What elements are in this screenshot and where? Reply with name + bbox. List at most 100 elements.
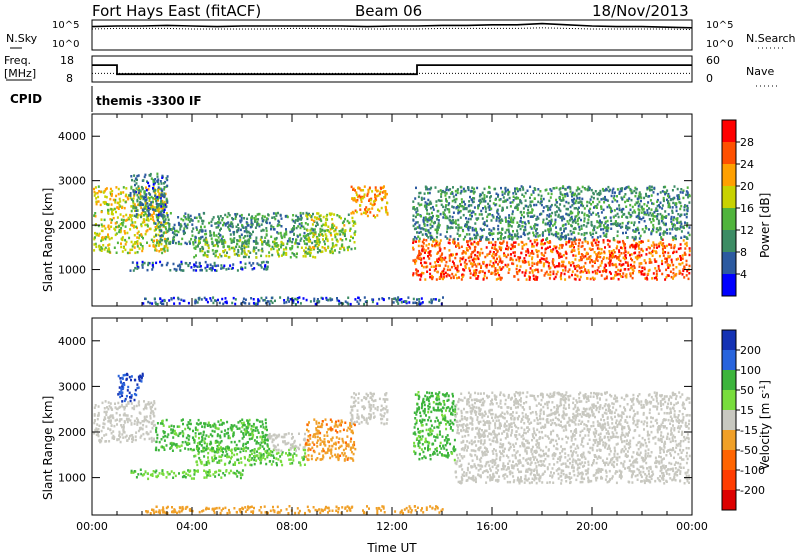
- echo-cell: [460, 189, 463, 193]
- echo-cell: [124, 200, 127, 204]
- echo-cell: [150, 409, 153, 413]
- echo-cell: [135, 206, 138, 209]
- echo-cell: [688, 201, 691, 204]
- echo-cell: [452, 195, 455, 198]
- echo-cell: [465, 206, 468, 210]
- echo-cell: [527, 251, 530, 254]
- echo-cell: [419, 191, 422, 195]
- echo-cell: [132, 436, 134, 439]
- echo-cell: [664, 210, 667, 213]
- echo-cell: [517, 278, 520, 281]
- echo-cell: [485, 266, 488, 269]
- echo-cell: [373, 202, 376, 206]
- echo-cell: [661, 272, 664, 276]
- echo-cell: [505, 255, 508, 259]
- echo-cell: [532, 231, 535, 234]
- echo-cell: [211, 267, 214, 270]
- echo-cell: [568, 245, 571, 248]
- echo-cell: [676, 197, 679, 201]
- echo-cell: [133, 422, 136, 426]
- echo-cell: [515, 267, 518, 271]
- echo-cell: [591, 248, 594, 251]
- echo-cell: [640, 205, 643, 208]
- echo-cell: [560, 255, 563, 258]
- echo-cell: [524, 199, 527, 202]
- echo-cell: [593, 260, 596, 263]
- echo-cell: [219, 233, 221, 237]
- echo-cell: [476, 277, 479, 280]
- echo-cell: [371, 300, 374, 304]
- echo-cell: [166, 175, 169, 178]
- echo-cell: [596, 247, 599, 250]
- echo-cell: [679, 243, 682, 246]
- echo-cell: [424, 205, 427, 208]
- echo-cell: [459, 263, 462, 266]
- echo-cell: [94, 236, 96, 239]
- echo-cell: [489, 213, 491, 216]
- echo-cell: [534, 223, 537, 226]
- echo-cell: [652, 241, 655, 244]
- echo-cell: [339, 237, 342, 241]
- echo-cell: [150, 421, 153, 424]
- echo-cell: [602, 197, 605, 200]
- echo-cell: [105, 187, 108, 190]
- echo-cell: [177, 230, 180, 234]
- echo-cell: [530, 252, 533, 255]
- echo-cell: [376, 302, 379, 305]
- echo-cell: [100, 210, 103, 214]
- echo-cell: [167, 237, 169, 241]
- echo-cell: [311, 223, 314, 226]
- echo-cell: [260, 261, 263, 264]
- echo-cell: [161, 176, 164, 179]
- echo-cell: [454, 189, 457, 193]
- echo-cell: [305, 214, 308, 217]
- echo-cell: [103, 202, 106, 205]
- echo-cell: [107, 209, 110, 212]
- echo-cell: [158, 192, 161, 195]
- echo-cell: [492, 215, 495, 218]
- echo-cell: [501, 209, 504, 212]
- echo-cell: [484, 223, 486, 227]
- echo-cell: [365, 212, 367, 215]
- echo-cell: [502, 237, 505, 240]
- echo-cell: [603, 256, 605, 259]
- echo-cell: [324, 249, 327, 252]
- echo-cell: [180, 217, 183, 221]
- echo-cell: [236, 212, 239, 216]
- echo-cell: [247, 230, 250, 234]
- echo-cell: [221, 242, 224, 245]
- echo-cell: [379, 186, 382, 190]
- echo-cell: [549, 229, 552, 232]
- echo-cell: [141, 263, 144, 266]
- echo-cell: [252, 250, 255, 253]
- echo-cell: [213, 234, 216, 237]
- echo-cell: [250, 233, 253, 236]
- echo-cell: [638, 251, 641, 254]
- echo-cell: [433, 220, 436, 224]
- echo-cell: [459, 209, 462, 213]
- echo-cell: [262, 260, 265, 264]
- echo-cell: [201, 249, 204, 253]
- echo-cell: [640, 211, 643, 214]
- echo-cell: [184, 212, 187, 215]
- echo-cell: [424, 278, 427, 281]
- echo-cell: [480, 200, 483, 203]
- echo-cell: [613, 251, 616, 254]
- echo-cell: [548, 213, 551, 216]
- echo-cell: [585, 251, 588, 255]
- echo-cell: [435, 235, 438, 239]
- echo-cell: [444, 264, 447, 267]
- echo-cell: [491, 232, 494, 235]
- echo-cell: [395, 299, 398, 302]
- echo-cell: [152, 183, 155, 186]
- echo-cell: [486, 224, 489, 228]
- echo-cell: [235, 215, 237, 218]
- echo-cell: [191, 230, 194, 233]
- echo-cell: [143, 420, 146, 423]
- echo-cell: [215, 226, 218, 229]
- echo-cell: [188, 220, 191, 223]
- echo-cell: [526, 248, 529, 251]
- echo-cell: [109, 421, 112, 424]
- echo-cell: [498, 245, 501, 249]
- echo-cell: [656, 209, 659, 212]
